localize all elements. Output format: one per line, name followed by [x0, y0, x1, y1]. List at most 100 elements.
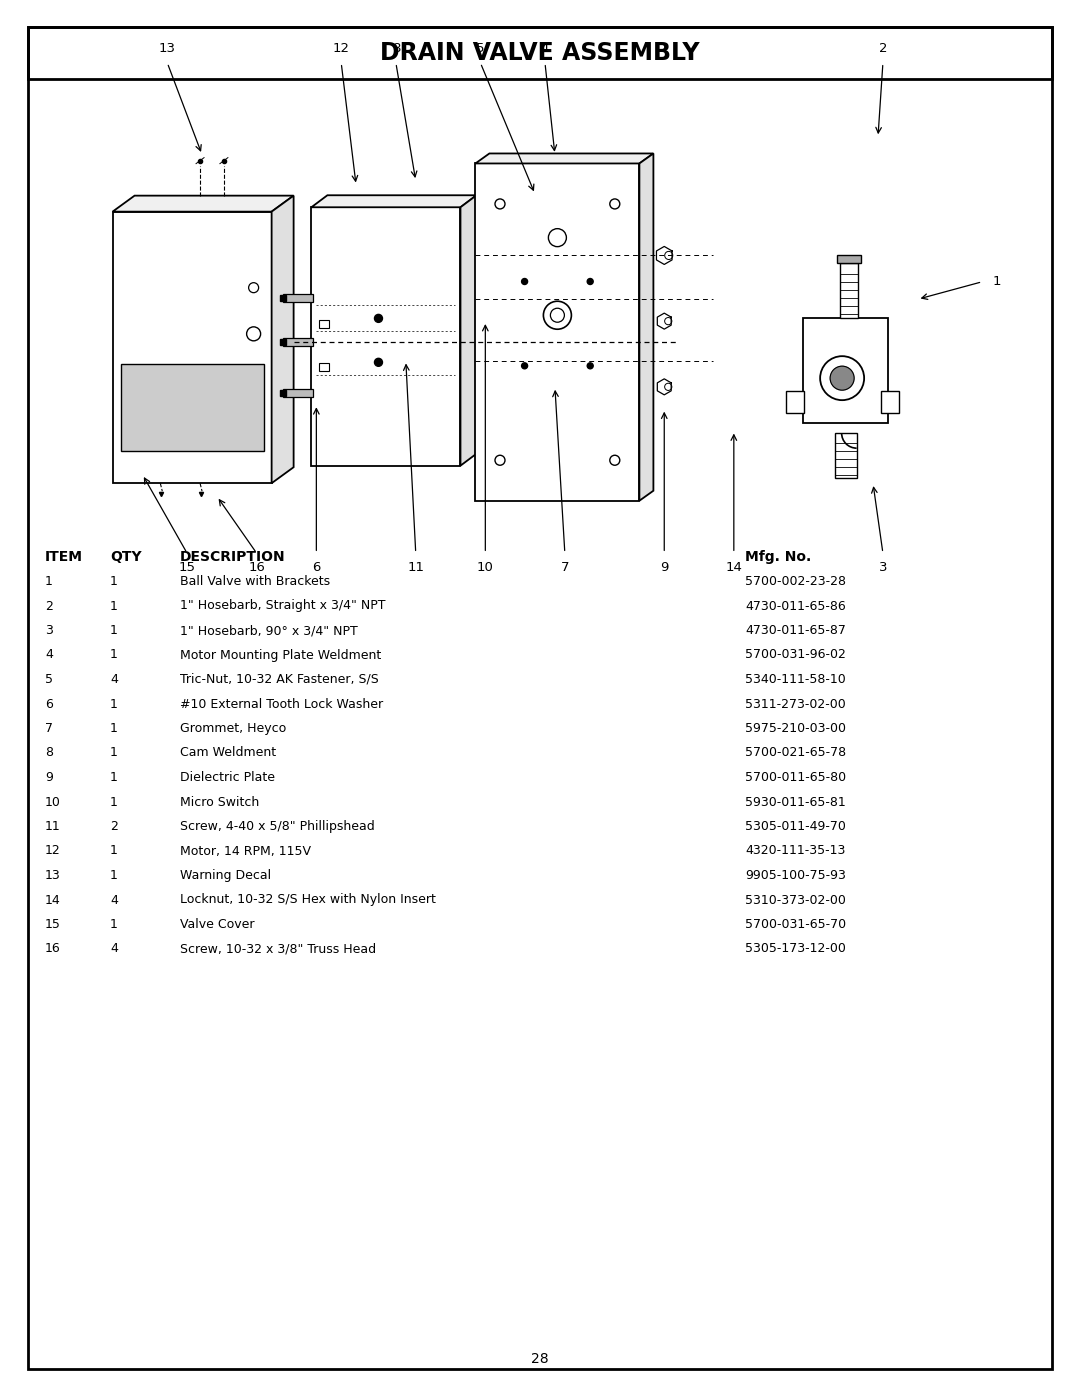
Text: Screw, 4-40 x 5/8" Phillipshead: Screw, 4-40 x 5/8" Phillipshead	[180, 820, 375, 833]
Bar	[311, 207, 460, 465]
Text: 11: 11	[407, 562, 424, 574]
Bar	[881, 391, 900, 414]
Text: Grommet, Heyco: Grommet, Heyco	[180, 722, 286, 735]
Text: 2: 2	[110, 820, 118, 833]
Text: 1" Hosebarb, 90° x 3/4" NPT: 1" Hosebarb, 90° x 3/4" NPT	[180, 624, 357, 637]
Text: 5310-373-02-00: 5310-373-02-00	[745, 894, 846, 907]
Text: 13: 13	[159, 42, 176, 54]
Text: 1: 1	[110, 746, 118, 760]
Bar	[283, 390, 313, 397]
Text: 1: 1	[110, 599, 118, 612]
Text: 16: 16	[248, 562, 266, 574]
Text: 4: 4	[110, 894, 118, 907]
Text: 5700-002-23-28: 5700-002-23-28	[745, 576, 846, 588]
Bar	[475, 163, 639, 500]
Text: 1: 1	[110, 795, 118, 809]
Text: 1: 1	[110, 624, 118, 637]
Text: 14: 14	[726, 562, 742, 574]
Text: 5700-021-65-78: 5700-021-65-78	[745, 746, 846, 760]
Bar	[320, 320, 329, 327]
Text: 4: 4	[45, 648, 53, 662]
Bar	[837, 256, 861, 263]
Polygon shape	[475, 154, 653, 163]
Circle shape	[522, 278, 528, 285]
Polygon shape	[460, 196, 476, 465]
Text: 1: 1	[993, 275, 1001, 288]
Text: DESCRIPTION: DESCRIPTION	[180, 550, 285, 564]
Text: 15: 15	[45, 918, 60, 930]
Polygon shape	[272, 196, 294, 483]
Text: 10: 10	[477, 562, 494, 574]
Text: 5975-210-03-00: 5975-210-03-00	[745, 722, 846, 735]
Bar	[283, 293, 313, 302]
Text: 5311-273-02-00: 5311-273-02-00	[745, 697, 846, 711]
Text: Screw, 10-32 x 3/8" Truss Head: Screw, 10-32 x 3/8" Truss Head	[180, 943, 376, 956]
Text: 1: 1	[110, 869, 118, 882]
Text: 6: 6	[45, 697, 53, 711]
Text: 9: 9	[660, 562, 669, 574]
Text: 8: 8	[45, 746, 53, 760]
Text: Tric-Nut, 10-32 AK Fastener, S/S: Tric-Nut, 10-32 AK Fastener, S/S	[180, 673, 379, 686]
Text: 5700-011-65-80: 5700-011-65-80	[745, 771, 846, 784]
Bar	[121, 363, 264, 451]
Text: ITEM: ITEM	[45, 550, 83, 564]
Polygon shape	[112, 196, 294, 211]
Text: 1: 1	[110, 648, 118, 662]
Text: #10 External Tooth Lock Washer: #10 External Tooth Lock Washer	[180, 697, 383, 711]
Text: 5: 5	[476, 42, 485, 54]
Text: 3: 3	[45, 624, 53, 637]
Text: 5700-031-96-02: 5700-031-96-02	[745, 648, 846, 662]
Text: Locknut, 10-32 S/S Hex with Nylon Insert: Locknut, 10-32 S/S Hex with Nylon Insert	[180, 894, 436, 907]
Text: 8: 8	[392, 42, 400, 54]
Bar	[28, 27, 1052, 80]
Text: 15: 15	[178, 562, 195, 574]
Text: 13: 13	[45, 869, 60, 882]
Text: 4730-011-65-86: 4730-011-65-86	[745, 599, 846, 612]
Text: 1" Hosebarb, Straight x 3/4" NPT: 1" Hosebarb, Straight x 3/4" NPT	[180, 599, 386, 612]
Bar	[320, 363, 329, 372]
Text: 4: 4	[541, 42, 549, 54]
Text: 1: 1	[110, 771, 118, 784]
Text: 16: 16	[45, 943, 60, 956]
Text: 6: 6	[312, 562, 321, 574]
Text: Valve Cover: Valve Cover	[180, 918, 255, 930]
Text: 5305-011-49-70: 5305-011-49-70	[745, 820, 846, 833]
Bar	[283, 338, 313, 345]
Text: 4: 4	[110, 673, 118, 686]
Text: 1: 1	[110, 918, 118, 930]
Text: 11: 11	[45, 820, 60, 833]
Text: 1: 1	[45, 576, 53, 588]
Text: DRAIN VALVE ASSEMBLY: DRAIN VALVE ASSEMBLY	[380, 41, 700, 66]
Text: 3: 3	[879, 562, 887, 574]
Text: 5700-031-65-70: 5700-031-65-70	[745, 918, 846, 930]
Bar	[840, 263, 858, 319]
Text: 9: 9	[45, 771, 53, 784]
Text: 1: 1	[110, 576, 118, 588]
Circle shape	[588, 363, 593, 369]
Text: 1: 1	[110, 845, 118, 858]
Text: 5340-111-58-10: 5340-111-58-10	[745, 673, 846, 686]
Text: Ball Valve with Brackets: Ball Valve with Brackets	[180, 576, 330, 588]
Text: 7: 7	[561, 562, 569, 574]
Text: Motor, 14 RPM, 115V: Motor, 14 RPM, 115V	[180, 845, 311, 858]
Polygon shape	[639, 154, 653, 500]
Text: Micro Switch: Micro Switch	[180, 795, 259, 809]
Bar	[835, 433, 856, 478]
Text: 2: 2	[879, 42, 887, 54]
Text: 4730-011-65-87: 4730-011-65-87	[745, 624, 846, 637]
Text: 5: 5	[45, 673, 53, 686]
Text: 4: 4	[110, 943, 118, 956]
Text: 5930-011-65-81: 5930-011-65-81	[745, 795, 846, 809]
Text: 9905-100-75-93: 9905-100-75-93	[745, 869, 846, 882]
Text: 7: 7	[45, 722, 53, 735]
Bar	[786, 391, 805, 414]
Text: Cam Weldment: Cam Weldment	[180, 746, 276, 760]
Text: Mfg. No.: Mfg. No.	[745, 550, 811, 564]
Text: 14: 14	[45, 894, 60, 907]
Text: 28: 28	[531, 1352, 549, 1366]
Text: 4320-111-35-13: 4320-111-35-13	[745, 845, 846, 858]
Text: Motor Mounting Plate Weldment: Motor Mounting Plate Weldment	[180, 648, 381, 662]
Circle shape	[375, 314, 382, 323]
Text: 12: 12	[45, 845, 60, 858]
Text: 5305-173-12-00: 5305-173-12-00	[745, 943, 846, 956]
